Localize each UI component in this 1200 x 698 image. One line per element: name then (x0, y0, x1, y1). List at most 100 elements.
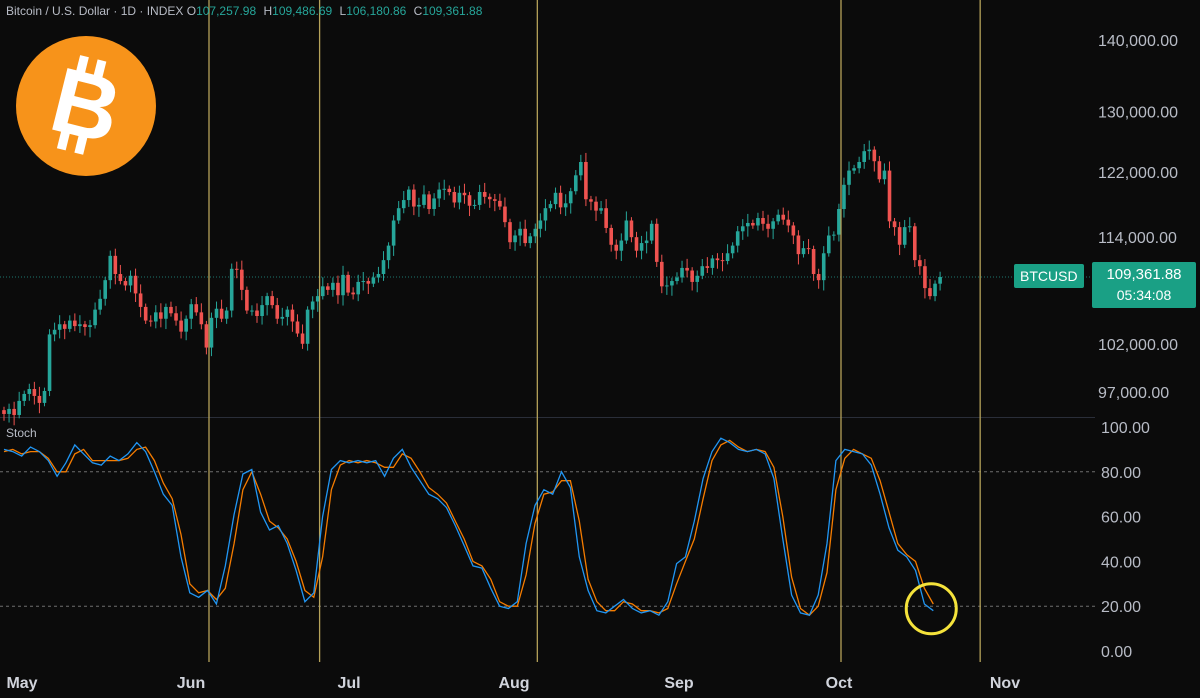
candle-body (229, 268, 234, 311)
close-label: C (413, 4, 423, 18)
candle-body (907, 226, 912, 228)
candle-body (705, 266, 710, 268)
time-axis-label: Nov (990, 675, 1020, 692)
candle-body (609, 227, 613, 245)
candle-body (22, 393, 27, 401)
candle-body (766, 223, 770, 229)
candle-body (255, 310, 259, 317)
stoch-axis-label: 100.00 (1101, 420, 1150, 437)
bar-countdown: 05:34:08 (1116, 287, 1172, 303)
candle-body (832, 234, 836, 236)
candle-body (108, 255, 113, 281)
symbol-price-tag: BTCUSD (1014, 264, 1084, 288)
candle-body (356, 281, 360, 295)
candle-body (432, 198, 436, 209)
high-label: H (263, 4, 273, 18)
stoch-indicator-label[interactable]: Stoch (6, 426, 37, 440)
candle-body (735, 231, 740, 246)
candle-body (649, 223, 654, 241)
candle-body (771, 221, 775, 229)
high-value: 109,486.69 (272, 4, 333, 18)
candle-body (270, 296, 274, 306)
candle-body (27, 389, 32, 394)
candle-body (665, 285, 669, 287)
candle-body (204, 324, 209, 348)
candle-body (892, 221, 897, 228)
candle-body (148, 320, 153, 322)
candle-body (725, 253, 730, 262)
candle-body (482, 191, 487, 197)
candle-body (614, 244, 619, 251)
candle-body (331, 282, 335, 290)
candle-body (918, 260, 922, 267)
candle-body (786, 219, 791, 226)
candle-body (391, 220, 396, 246)
candle-body (553, 192, 558, 205)
candle-body (285, 309, 290, 317)
candle-body (573, 175, 578, 192)
candle-body (154, 312, 158, 322)
candle-body (88, 325, 92, 328)
candle-body (366, 281, 371, 284)
candle-body (563, 203, 568, 208)
candle-body (897, 227, 902, 245)
candle-body (199, 312, 204, 325)
candle-body (234, 268, 239, 270)
candle-body (245, 289, 249, 311)
stoch-d-line (3, 439, 934, 617)
candle-body (654, 223, 659, 262)
candle-body (579, 161, 583, 176)
bitcoin-logo-icon: B (16, 36, 156, 176)
candle-body (913, 226, 917, 261)
candle-body (685, 267, 689, 271)
candle-body (857, 161, 861, 169)
candle-body (543, 208, 548, 221)
candle-body (660, 261, 664, 287)
candle-body (457, 192, 462, 203)
candle-body (300, 333, 305, 344)
candle-body (811, 249, 816, 275)
candle-body (442, 188, 447, 190)
candle-body (98, 298, 102, 310)
candle-body (487, 196, 492, 200)
time-axis-label: May (6, 675, 37, 692)
candle-body (477, 191, 482, 205)
candle-body (83, 324, 87, 328)
candle-body (472, 204, 477, 206)
candle-body (128, 275, 133, 286)
candle-body (923, 266, 927, 289)
candle-body (62, 324, 67, 329)
candle-body (214, 308, 219, 318)
candle-body (174, 313, 178, 321)
time-axis-label: Aug (498, 675, 529, 692)
symbol-title[interactable]: Bitcoin / U.S. Dollar · 1D · INDEX (6, 4, 184, 18)
close-value: 109,361.88 (422, 4, 483, 18)
candle-body (138, 293, 143, 307)
candle-body (290, 309, 295, 322)
candle-body (710, 258, 715, 268)
candle-body (361, 281, 366, 283)
candle-body (280, 316, 285, 319)
candle-body (376, 274, 381, 278)
last-price-value: 109,361.88 (1106, 266, 1182, 283)
candle-body (700, 266, 705, 276)
candle-body (902, 227, 907, 245)
stoch-k-line (3, 437, 934, 617)
price-axis-label: 97,000.00 (1098, 385, 1169, 402)
candle-body (250, 310, 254, 312)
candle-body (17, 400, 21, 415)
price-axis-label: 140,000.00 (1098, 33, 1178, 50)
candle-body (346, 274, 350, 293)
candle-body (326, 286, 330, 290)
candle-body (816, 274, 821, 281)
highlight-circle (904, 582, 958, 636)
candle-body (452, 191, 457, 203)
stoch-axis-label: 40.00 (1101, 554, 1141, 571)
candle-body (315, 296, 320, 302)
candle-body (619, 240, 624, 251)
candle-body (437, 189, 441, 199)
candle-body (690, 270, 694, 282)
candle-body (568, 191, 573, 204)
candle-body (336, 282, 340, 296)
